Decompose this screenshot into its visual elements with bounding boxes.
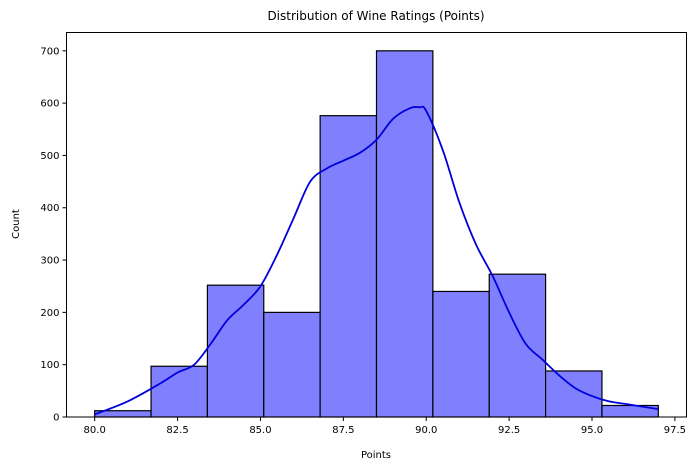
histogram-bar	[206, 284, 265, 418]
x-tick-label: 85.0	[249, 425, 271, 436]
x-tick-label: 82.5	[166, 425, 188, 436]
y-tick-label: 500	[40, 151, 59, 162]
plot-frame	[66, 32, 687, 418]
histogram-bar	[488, 273, 547, 418]
y-tick-label: 700	[40, 46, 59, 57]
histogram-bar	[375, 50, 434, 418]
histogram-bar	[319, 115, 378, 418]
histogram-bar	[150, 365, 209, 418]
y-tick-label: 100	[40, 360, 59, 371]
chart-title: Distribution of Wine Ratings (Points)	[267, 9, 484, 23]
y-tick-label: 300	[40, 256, 59, 267]
x-tick-label: 87.5	[332, 425, 354, 436]
x-tick-label: 95.0	[581, 425, 603, 436]
x-axis-ticks: 80.0 82.5 85.0 87.5 90.0 92.5 95.0 97.5	[84, 417, 686, 436]
histogram-bar	[263, 311, 321, 418]
x-tick-label: 92.5	[498, 425, 520, 436]
y-axis-label: Count	[11, 209, 22, 239]
histogram-bars	[94, 50, 659, 418]
y-tick-label: 600	[40, 99, 59, 110]
x-tick-label: 97.5	[664, 425, 686, 436]
y-tick-label: 400	[40, 203, 59, 214]
x-tick-label: 90.0	[415, 425, 437, 436]
y-tick-label: 0	[53, 413, 59, 424]
histogram-bar	[544, 370, 603, 418]
x-tick-label: 80.0	[84, 425, 106, 436]
y-tick-label: 200	[40, 308, 59, 319]
x-axis-label: Points	[361, 450, 391, 461]
kde-curve	[94, 105, 659, 416]
histogram-bar	[432, 290, 490, 418]
y-axis-ticks: 0 100 200 300 400 500 600 700	[40, 46, 67, 424]
